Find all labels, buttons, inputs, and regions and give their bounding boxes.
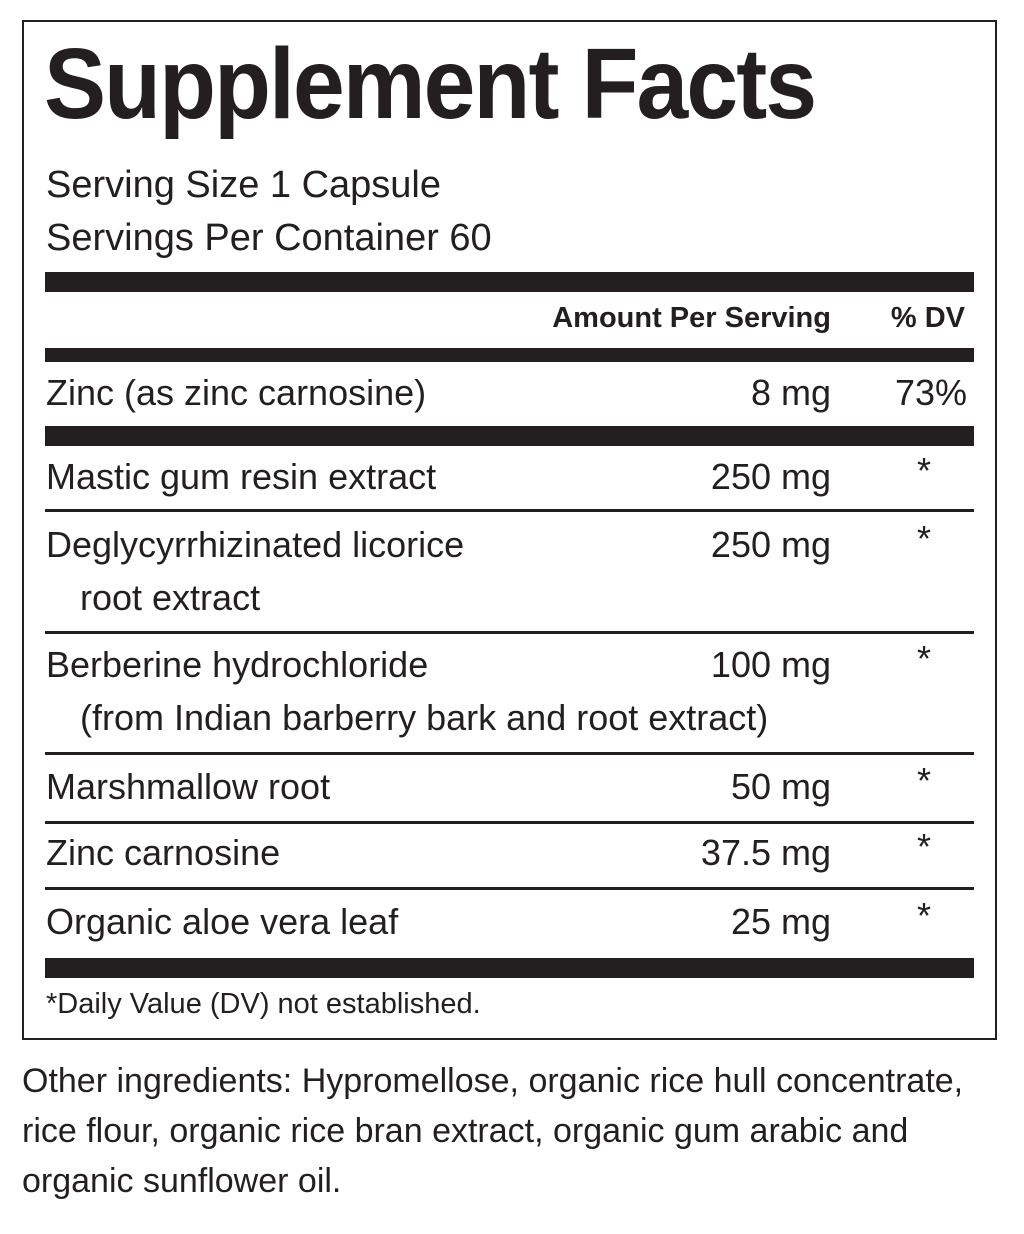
rule (45, 272, 974, 292)
ingredient-name: Zinc carnosine (46, 832, 281, 873)
ingredient-amount: 250 mg (710, 456, 831, 497)
ingredient-dv: * (916, 450, 931, 491)
ingredient-name: Organic aloe vera leaf (46, 901, 399, 942)
ingredient-amount: 250 mg (710, 524, 831, 565)
rule (45, 887, 974, 890)
ingredient-name: Deglycyrrhizinated licorice (46, 524, 465, 565)
ingredient-name: Marshmallow root (46, 766, 331, 807)
ingredient-amount: 37.5 mg (700, 832, 831, 873)
header-amount: Amount Per Serving (552, 302, 831, 334)
header-dv: % DV (890, 302, 965, 334)
ingredient-amount: 100 mg (710, 644, 831, 685)
rule (45, 958, 974, 978)
servings-per-container: Servings Per Container 60 (46, 217, 492, 259)
rule (45, 426, 974, 446)
label-box (22, 20, 997, 1040)
ingredient-name: Mastic gum resin extract (46, 456, 437, 497)
ingredient-dv: * (916, 760, 931, 801)
ingredient-dv: * (916, 895, 931, 936)
ingredient-dv: * (916, 826, 931, 867)
ingredient-dv: 73% (894, 372, 967, 413)
serving-size: Serving Size 1 Capsule (46, 164, 441, 206)
ingredient-dv: * (916, 638, 931, 679)
ingredient-name: Berberine hydrochloride (46, 644, 429, 685)
ingredient-subname: (from Indian barberry bark and root extr… (80, 697, 769, 738)
title: Supplement Facts (44, 28, 817, 140)
ingredient-name: Zinc (as zinc carnosine) (46, 372, 427, 413)
ingredient-dv: * (916, 518, 931, 559)
ingredient-amount: 8 mg (750, 372, 831, 413)
ingredient-subname: root extract (80, 577, 261, 618)
rule (45, 348, 974, 362)
rule (45, 821, 974, 824)
other-ingredients: Other ingredients: Hypromellose, organic… (22, 1062, 964, 1200)
rule (45, 631, 974, 634)
rule (45, 509, 974, 512)
rule (45, 752, 974, 755)
footnote: *Daily Value (DV) not established. (46, 988, 481, 1020)
ingredient-amount: 25 mg (730, 901, 831, 942)
ingredient-amount: 50 mg (730, 766, 831, 807)
